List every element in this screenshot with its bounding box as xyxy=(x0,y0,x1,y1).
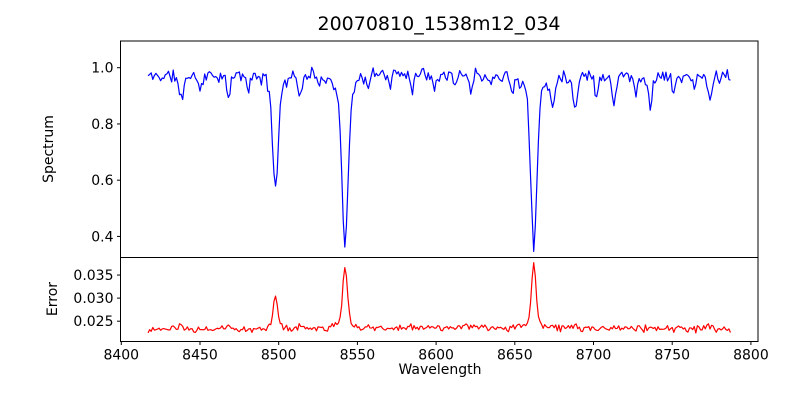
error-line xyxy=(147,262,731,334)
x-tick-label: 8500 xyxy=(261,348,297,364)
spectrum-y-tick-label: 1.0 xyxy=(91,61,113,77)
x-tick-label: 8550 xyxy=(340,348,376,364)
x-tick-label: 8450 xyxy=(182,348,218,364)
wavelength-x-axis-label: Wavelength xyxy=(398,362,482,378)
spectrum-y-tick-label: 0.6 xyxy=(91,173,113,189)
error-axes-box xyxy=(120,257,759,342)
error-y-tick-label: 0.035 xyxy=(73,268,113,284)
error-y-tick-label: 0.025 xyxy=(73,314,113,330)
x-tick-label: 8700 xyxy=(576,348,612,364)
x-tick-label: 8750 xyxy=(654,348,690,364)
spectrum-y-tick-label: 0.8 xyxy=(91,117,113,133)
x-tick-label: 8600 xyxy=(418,348,454,364)
x-tick-label: 8400 xyxy=(103,348,139,364)
error-y-tick-label: 0.030 xyxy=(73,291,113,307)
spectrum-y-tick-label: 0.4 xyxy=(91,229,113,245)
chart-title: 20070810_1538m12_034 xyxy=(317,13,561,35)
spectrum-line xyxy=(147,66,731,252)
x-tick-label: 8650 xyxy=(497,348,533,364)
x-tick-label: 8800 xyxy=(733,348,769,364)
